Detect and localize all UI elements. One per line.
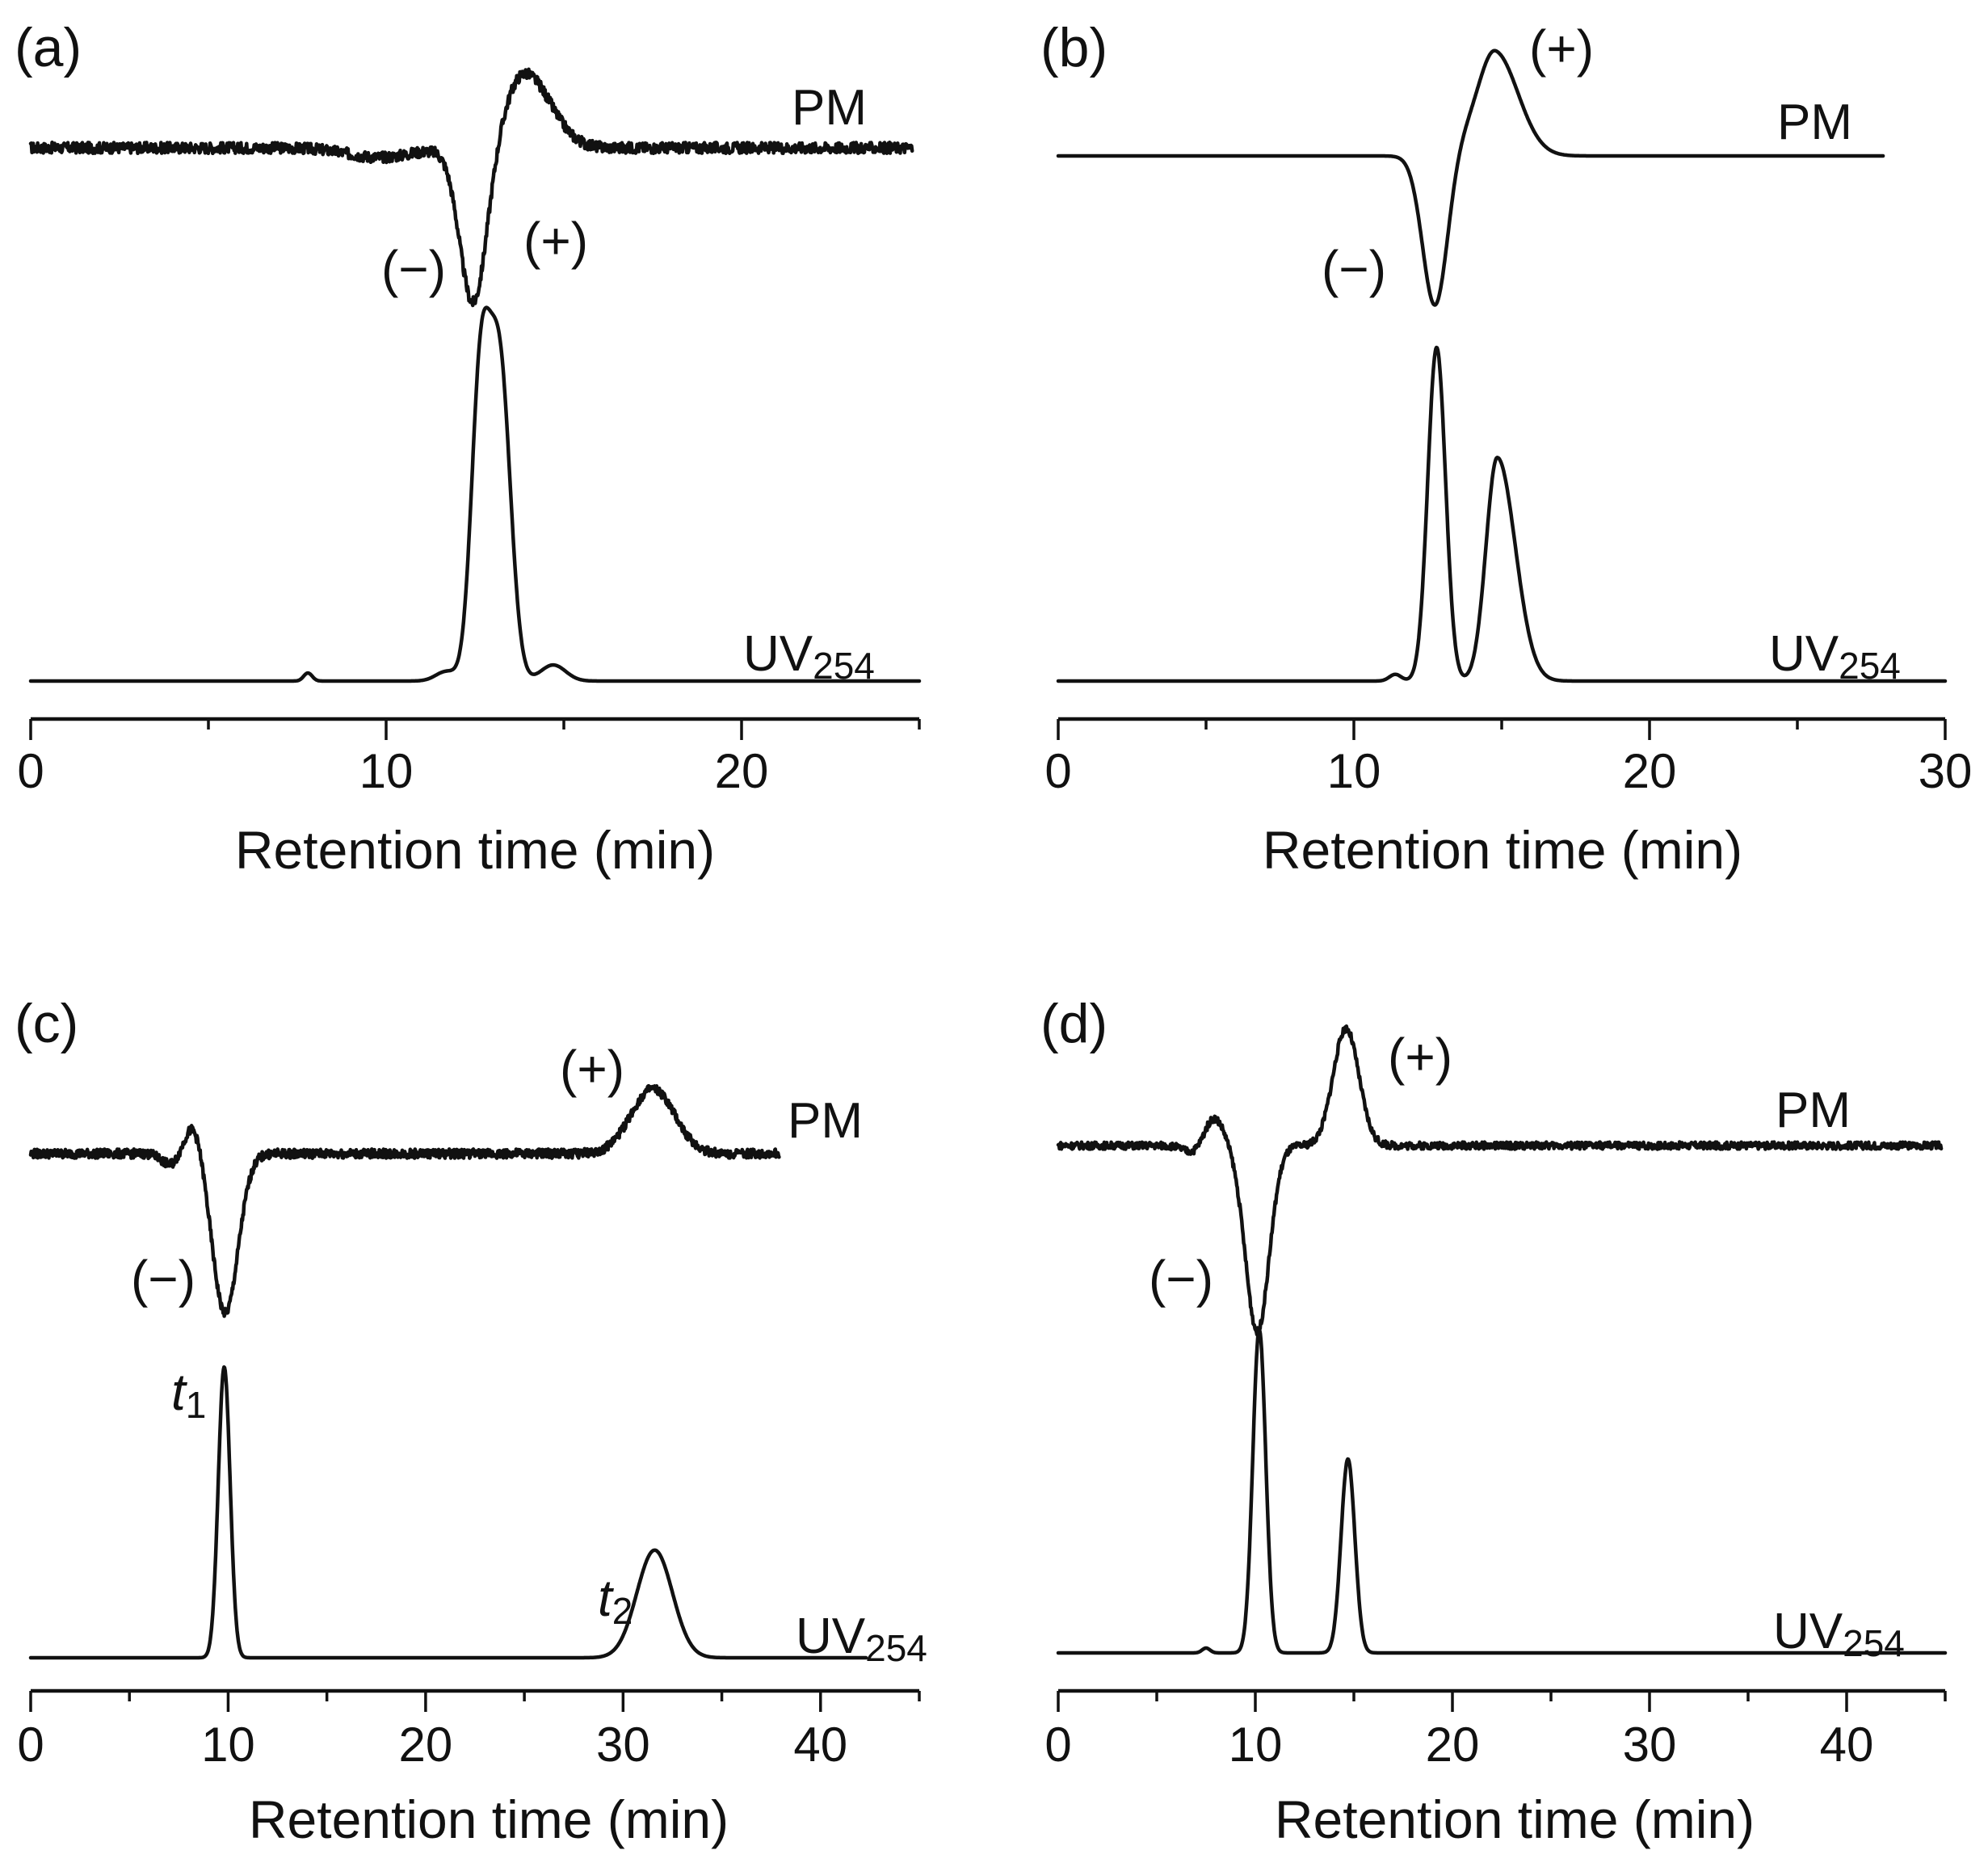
panel-a-label: (a): [15, 17, 82, 78]
panel-c-uv-name: UV: [796, 1608, 866, 1664]
panel-d-tick-label-40: 40: [1820, 1718, 1874, 1772]
panel-a-pm-label: PM: [792, 80, 867, 136]
panel-b-uv-subscript: 254: [1839, 645, 1901, 687]
panel-a-ticks: 0 10 20: [17, 719, 921, 798]
panel-d-x-axis-title: Retention time (min): [1275, 1789, 1755, 1849]
panel-c-plus-annotation: (+): [560, 1040, 624, 1098]
panel-c-t1-label: t1: [171, 1363, 206, 1426]
panel-c-pm-label: PM: [788, 1093, 863, 1149]
panel-a-pm-trace: [28, 67, 914, 308]
panel-a-uv-subscript: 254: [813, 645, 875, 687]
panel-a-uv-trace: [28, 305, 922, 683]
panel-b-plus-annotation: (+): [1529, 19, 1594, 78]
panel-c-tick-label-40: 40: [793, 1718, 847, 1772]
panel-d-uv-name: UV: [1773, 1604, 1843, 1659]
panel-d-plus-annotation: (+): [1388, 1028, 1452, 1086]
panel-b-uv-name: UV: [1769, 626, 1839, 682]
panel-c-t1-subscript: 1: [186, 1384, 207, 1426]
panel-c-minus-annotation: (−): [131, 1250, 195, 1308]
panel-c-t2-letter: t: [598, 1569, 614, 1627]
panel-b-minus-annotation: (−): [1322, 240, 1386, 298]
panel-d-uv-subscript: 254: [1843, 1622, 1905, 1664]
panel-a-plus-annotation: (+): [523, 212, 588, 270]
panel-b-pm-trace: [1056, 48, 1885, 307]
panel-d-tick-label-0: 0: [1044, 1718, 1071, 1772]
panel-c-tick-label-0: 0: [17, 1718, 44, 1772]
panel-b-tick-label-10: 10: [1327, 744, 1381, 798]
panel-a-uv-name: UV: [743, 626, 813, 682]
panel-b-pm-label: PM: [1777, 95, 1852, 150]
panel-a-tick-label-20: 20: [715, 744, 769, 798]
panel-d-label: (d): [1040, 993, 1107, 1054]
panel-b-ticks: 0 10 20 30: [1044, 719, 1972, 798]
panel-d: (d) PM UV254 (−) (+) 0 10 20 30 40 Retention…: [1040, 993, 1948, 1849]
panel-d-minus-annotation: (−): [1149, 1250, 1213, 1308]
panel-d-pm-trace: [1056, 1024, 1944, 1337]
panel-b-tick-label-20: 20: [1623, 744, 1677, 798]
panel-c-t2-subscript: 2: [612, 1590, 633, 1632]
panel-c-t2-label: t2: [598, 1569, 633, 1632]
panel-c-x-axis-title: Retention time (min): [249, 1789, 729, 1849]
panel-d-uv-label: UV254: [1773, 1604, 1905, 1664]
panel-a-tick-label-0: 0: [17, 744, 44, 798]
panel-a-minus-annotation: (−): [381, 240, 446, 298]
panel-c-pm-trace: [28, 1083, 781, 1318]
panel-c-t1-letter: t: [171, 1363, 187, 1421]
panel-d-tick-label-10: 10: [1229, 1718, 1283, 1772]
panel-b-tick-label-0: 0: [1044, 744, 1071, 798]
panel-b-uv-label: UV254: [1769, 626, 1901, 687]
panel-c-tick-label-30: 30: [596, 1718, 650, 1772]
panel-a: (a) PM UV254 (−) (+) 0 10 20 Retention tim…: [15, 17, 922, 880]
panel-d-uv-trace: [1056, 1327, 1948, 1655]
panel-d-tick-label-20: 20: [1426, 1718, 1480, 1772]
panel-c-ticks: 0 10 20 30 40: [17, 1691, 921, 1772]
panel-a-uv-label: UV254: [743, 626, 875, 687]
panel-c-label: (c): [15, 993, 78, 1054]
panel-c-uv-label: UV254: [796, 1608, 927, 1669]
panel-c-tick-label-10: 10: [201, 1718, 255, 1772]
panel-b-label: (b): [1040, 17, 1107, 78]
panel-b-uv-trace: [1056, 345, 1948, 683]
panel-a-x-axis-title: Retention time (min): [235, 820, 715, 880]
panel-c-tick-label-20: 20: [399, 1718, 453, 1772]
panel-c-uv-subscript: 254: [865, 1627, 927, 1669]
panel-d-pm-label: PM: [1776, 1083, 1851, 1138]
panel-d-tick-label-30: 30: [1623, 1718, 1677, 1772]
panel-b-tick-label-30: 30: [1919, 744, 1973, 798]
panel-d-ticks: 0 10 20 30 40: [1044, 1691, 1947, 1772]
panel-b-x-axis-title: Retention time (min): [1263, 820, 1742, 880]
panel-b: (b) PM UV254 (−) (+) 0 10 20 30 Retention t…: [1040, 17, 1972, 880]
panel-a-tick-label-10: 10: [359, 744, 414, 798]
panel-c-uv-trace: [28, 1365, 868, 1660]
panel-c: (c) PM UV254 (−) (+) t1 t2 0 10 20 30 40 Ret…: [15, 993, 927, 1849]
